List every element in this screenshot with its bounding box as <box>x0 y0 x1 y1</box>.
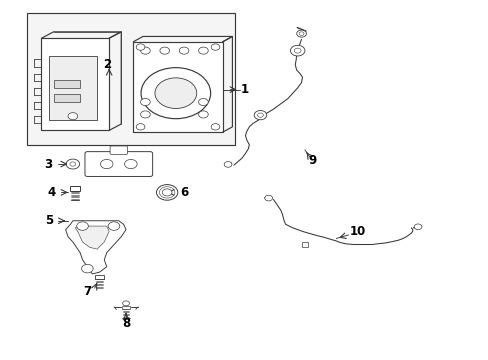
Polygon shape <box>75 226 109 249</box>
Circle shape <box>70 162 76 166</box>
Text: 2: 2 <box>102 58 111 71</box>
Text: 7: 7 <box>83 285 91 298</box>
Circle shape <box>68 113 78 120</box>
FancyBboxPatch shape <box>70 186 80 191</box>
FancyBboxPatch shape <box>110 146 127 154</box>
Circle shape <box>198 47 208 54</box>
Circle shape <box>136 123 144 130</box>
Circle shape <box>140 47 150 54</box>
Text: 4: 4 <box>47 186 55 199</box>
Circle shape <box>136 44 144 50</box>
Text: 1: 1 <box>240 83 248 96</box>
Circle shape <box>198 99 208 105</box>
Text: 6: 6 <box>180 186 188 199</box>
Circle shape <box>141 68 210 119</box>
Circle shape <box>224 162 231 167</box>
Circle shape <box>108 222 120 230</box>
Circle shape <box>160 47 169 54</box>
Circle shape <box>156 185 178 200</box>
Circle shape <box>211 44 220 50</box>
FancyBboxPatch shape <box>122 306 130 309</box>
Circle shape <box>66 159 80 169</box>
Text: 9: 9 <box>307 154 316 167</box>
Circle shape <box>77 222 88 230</box>
FancyBboxPatch shape <box>133 42 223 132</box>
Circle shape <box>100 159 113 168</box>
FancyBboxPatch shape <box>49 56 97 120</box>
Circle shape <box>124 159 137 168</box>
FancyBboxPatch shape <box>41 38 109 130</box>
Circle shape <box>155 78 196 108</box>
Circle shape <box>264 195 272 201</box>
Circle shape <box>198 111 208 118</box>
Circle shape <box>81 264 93 273</box>
Circle shape <box>162 189 172 196</box>
Circle shape <box>296 30 306 37</box>
Text: 3: 3 <box>44 158 53 171</box>
Polygon shape <box>65 221 126 274</box>
Circle shape <box>290 45 305 56</box>
Circle shape <box>257 113 263 117</box>
FancyBboxPatch shape <box>53 94 80 102</box>
Circle shape <box>140 99 150 105</box>
Circle shape <box>254 111 266 120</box>
Circle shape <box>140 111 150 118</box>
Circle shape <box>122 301 129 306</box>
Text: 10: 10 <box>349 225 366 238</box>
FancyBboxPatch shape <box>301 242 308 247</box>
Circle shape <box>413 224 421 230</box>
Circle shape <box>299 32 304 35</box>
Circle shape <box>179 47 188 54</box>
Circle shape <box>294 48 301 53</box>
FancyBboxPatch shape <box>53 80 80 88</box>
FancyBboxPatch shape <box>85 152 152 176</box>
Text: 8: 8 <box>122 317 130 330</box>
FancyBboxPatch shape <box>27 13 234 145</box>
Circle shape <box>211 123 220 130</box>
FancyBboxPatch shape <box>95 275 103 279</box>
Text: 5: 5 <box>44 214 53 227</box>
